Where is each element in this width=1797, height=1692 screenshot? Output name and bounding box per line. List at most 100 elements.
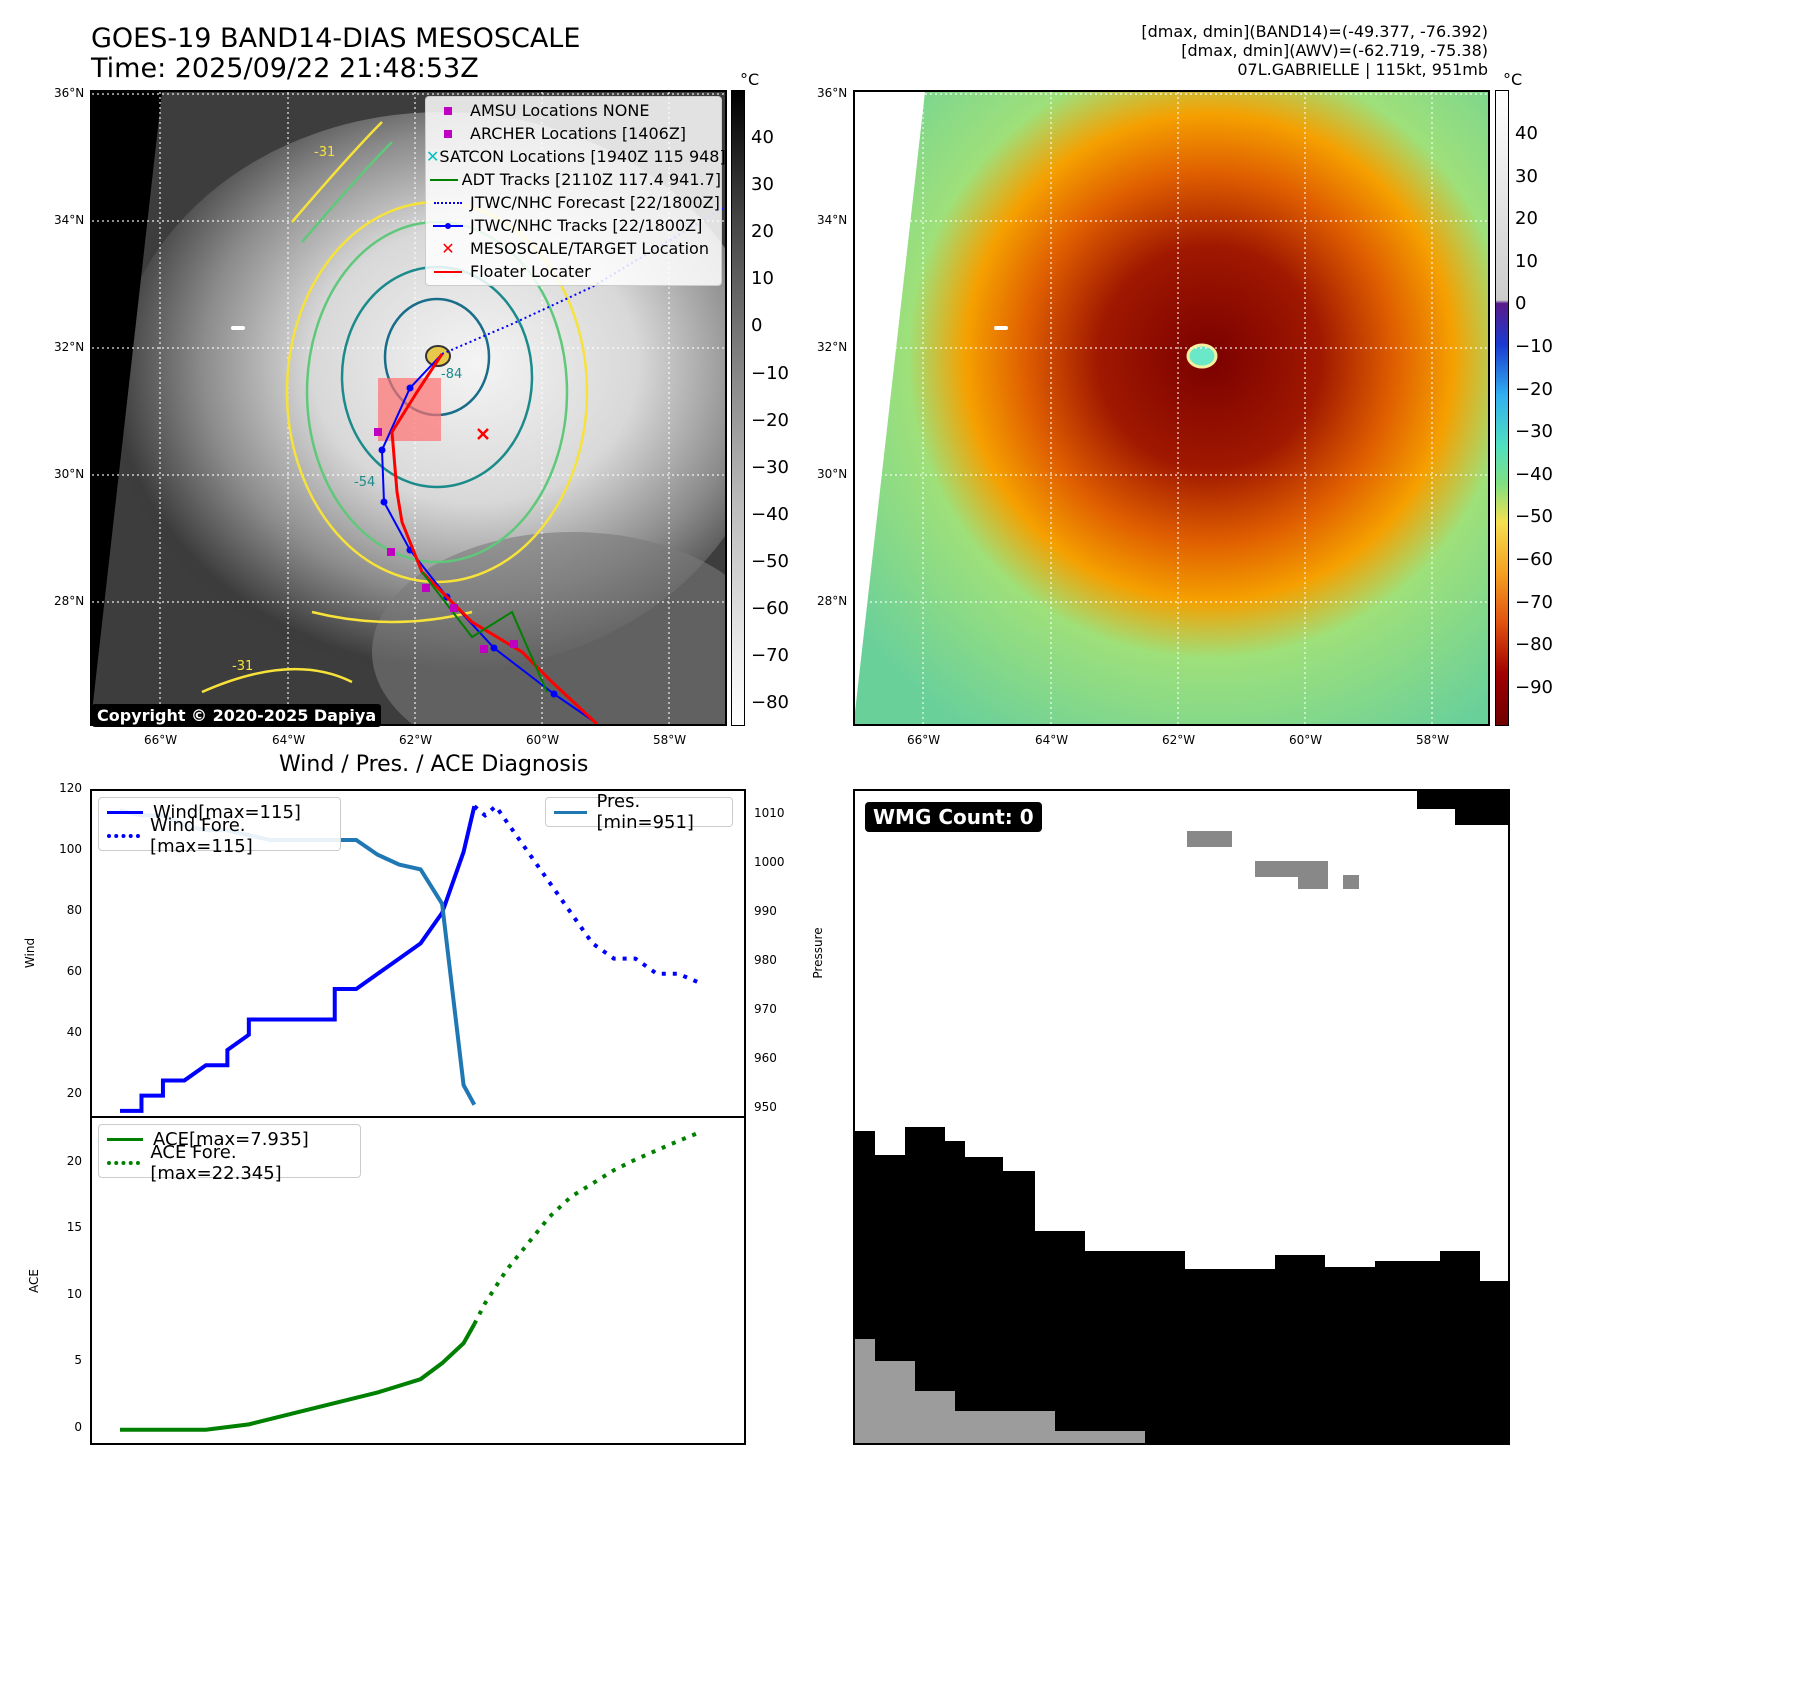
storm-info: [dmax, dmin](BAND14)=(-49.377, -76.392) … [1141, 22, 1488, 79]
colorbar-tick-label: −20 [751, 409, 789, 431]
colorbar-tick-label: −50 [751, 550, 789, 572]
legend-item-tracks: JTWC/NHC Tracks [22/1800Z] [426, 214, 721, 237]
wind-tick-label: 20 [66, 1085, 82, 1100]
solid-line-icon [107, 810, 143, 814]
colorbar-tick-label: 10 [751, 268, 774, 290]
legend-item-wind-forecast: Wind Fore.[max=115] [107, 815, 332, 857]
legend-item-satcon: ✕ SATCON Locations [1940Z 115 948] [426, 145, 726, 168]
x-marker-icon: ✕ [441, 239, 455, 258]
colorbar-tick-label: −60 [1515, 549, 1553, 570]
colorbar-left [731, 90, 745, 726]
wind-axis-label: Wind [23, 937, 37, 969]
contour-label: -84 [441, 367, 462, 382]
wind-tick-label: 40 [66, 1024, 82, 1039]
colorbar-unit: °C [1503, 70, 1523, 89]
title-line-2: Time: 2025/09/22 21:48:53Z [91, 53, 479, 84]
colorbar-tick-label: −70 [1515, 591, 1553, 613]
lat-label: 28°N [817, 594, 848, 608]
info-line-2: [dmax, dmin](AWV)=(-62.719, -75.38) [1181, 41, 1488, 60]
colorbar-tick-label: −50 [1515, 506, 1553, 528]
lon-label: 62°W [399, 733, 433, 747]
wind-tick-label: 60 [66, 963, 82, 978]
lat-label: 36°N [817, 86, 848, 100]
line-marker-icon [434, 270, 462, 273]
colorbar-tick-label: −40 [1515, 463, 1553, 485]
ace-axis-label: ACE [27, 1269, 41, 1293]
dotted-line-icon [434, 201, 462, 204]
pressure-tick-label: 950 [754, 1099, 777, 1114]
ace-tick-label: 10 [66, 1286, 82, 1301]
pressure-tick-label: 1010 [754, 805, 785, 820]
colorbar-tick-label: 20 [751, 221, 774, 243]
ace-tick-label: 20 [66, 1153, 82, 1168]
ace-series-line [120, 1323, 477, 1432]
ir-map-image: -84 -54 -31 -31 [92, 92, 725, 724]
pressure-tick-label: 970 [754, 1001, 777, 1016]
lon-label: 66°W [907, 733, 941, 747]
legend-item-wind: Wind[max=115] [107, 800, 332, 824]
legend-item-adt: ADT Tracks [2110Z 117.4 941.7] [426, 168, 721, 191]
colorbar-tick-label: −70 [751, 645, 789, 667]
lat-label: 34°N [54, 213, 85, 227]
pressure-tick-label: 960 [754, 1050, 777, 1065]
colorbar-tick-label: −30 [1515, 421, 1553, 443]
legend-label: ACE[max=7.935] [153, 1128, 309, 1150]
colorbar-tick-label: −80 [751, 692, 789, 714]
legend-item-pressure: Pres.[min=951] [554, 791, 724, 833]
legend-item-archer: ARCHER Locations [1406Z] [426, 122, 721, 145]
colorbar-tick-label: −10 [751, 362, 789, 384]
lon-label: 64°W [1035, 733, 1069, 747]
legend-label: JTWC/NHC Forecast [22/1800Z] [470, 193, 720, 212]
lat-label: 30°N [54, 467, 85, 481]
pressure-tick-label: 990 [754, 903, 777, 918]
line-dot-icon [433, 222, 463, 229]
lon-label: 60°W [526, 733, 560, 747]
colorbar-right [1495, 90, 1509, 726]
x-marker-icon: ✕ [426, 147, 440, 166]
legend-label: MESOSCALE/TARGET Location [470, 239, 709, 258]
lon-label: 58°W [1416, 733, 1450, 747]
square-marker-icon [444, 106, 452, 115]
lon-label: 58°W [653, 733, 687, 747]
colorbar-tick-label: 40 [1515, 123, 1538, 144]
pressure-tick-label: 1000 [754, 854, 785, 869]
colorbar-tick-label: 0 [751, 315, 763, 337]
colorbar-tick-label: −10 [1515, 336, 1553, 357]
wmg-image [855, 791, 1508, 1443]
title-line-1: GOES-19 BAND14-DIAS MESOSCALE [91, 23, 581, 54]
colorbar-tick-label: 30 [1515, 165, 1538, 187]
legend-label: SATCON Locations [1940Z 115 948] [439, 147, 726, 166]
legend-label: ADT Tracks [2110Z 117.4 941.7] [461, 170, 721, 189]
lon-label: 60°W [1289, 733, 1323, 747]
colorbar-tick-label: −60 [751, 598, 789, 619]
contour-label: -31 [232, 659, 253, 674]
colorbar-tick-label: −40 [751, 503, 789, 525]
pressure-legend: Pres.[min=951] [545, 791, 733, 833]
legend-label: Wind Fore.[max=115] [150, 815, 253, 857]
lon-label: 66°W [144, 733, 178, 747]
legend-label: Pres.[min=951] [596, 791, 694, 833]
wind-legend: Wind[max=115] Wind Fore.[max=115] [98, 797, 341, 857]
pressure-tick-label: 980 [754, 952, 777, 967]
diagnosis-chart [92, 803, 744, 1432]
lon-label: 64°W [272, 733, 306, 747]
legend-label: JTWC/NHC Tracks [22/1800Z] [470, 216, 703, 235]
map-legend: AMSU Locations NONE ARCHER Locations [14… [425, 96, 726, 286]
colorbar-tick-label: 10 [1515, 250, 1538, 272]
lat-label: 28°N [54, 594, 85, 608]
awv-map-panel [853, 90, 1490, 726]
colorbar-tick-label: 30 [751, 174, 774, 196]
ace-tick-label: 0 [74, 1419, 82, 1434]
diagnosis-chart-panel [90, 789, 746, 1445]
diagnosis-title: Wind / Pres. / ACE Diagnosis [279, 752, 589, 777]
legend-label: Wind[max=115] [153, 801, 301, 823]
legend-label: ACE Fore.[max=22.345] [150, 1142, 282, 1184]
colorbar-tick-label: 40 [751, 127, 774, 148]
ace-forecast-series-line [472, 1130, 701, 1326]
figure-title: GOES-19 BAND14-DIAS MESOSCALE Time: 2025… [91, 24, 580, 84]
colorbar-unit: °C [740, 70, 760, 89]
solid-line-icon [107, 1137, 143, 1141]
contour-label: -31 [314, 145, 335, 160]
lat-label: 36°N [54, 86, 85, 100]
lat-label: 30°N [817, 467, 848, 481]
